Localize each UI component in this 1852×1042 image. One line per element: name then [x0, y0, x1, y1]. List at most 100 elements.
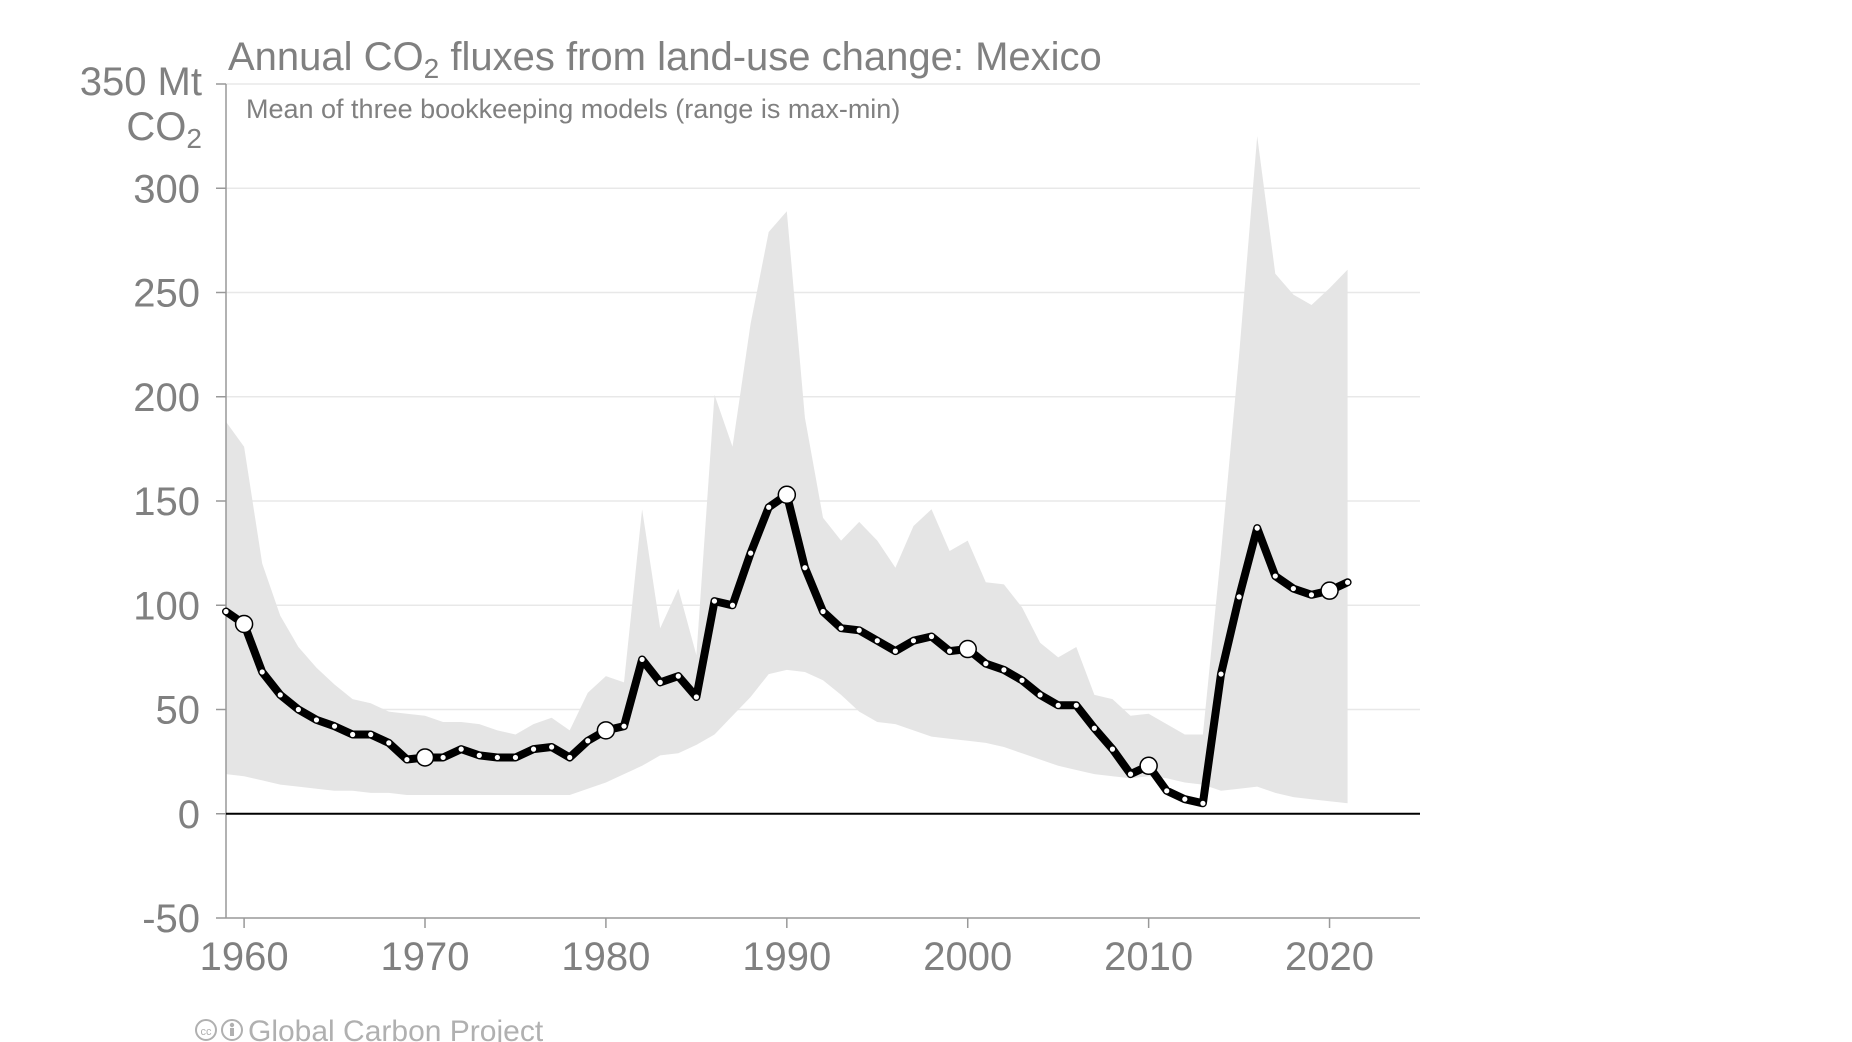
- data-point: [675, 673, 681, 679]
- data-point: [277, 692, 283, 698]
- data-point: [1308, 592, 1315, 598]
- data-point: [657, 679, 663, 685]
- credit-text: Global Carbon Project: [248, 1015, 544, 1042]
- y-unit-line1: 350 Mt: [80, 60, 202, 104]
- credit: cc Global Carbon Project: [195, 1015, 544, 1042]
- y-tick-label: 300: [133, 167, 200, 211]
- title-main: Annual CO: [228, 35, 424, 79]
- data-point: [928, 633, 935, 640]
- highlight-point: [1139, 756, 1158, 776]
- data-point: [1218, 671, 1224, 677]
- x-tick-label: 1980: [561, 935, 650, 979]
- highlight-point: [415, 748, 435, 767]
- data-point: [1037, 692, 1043, 698]
- data-point: [1055, 702, 1061, 708]
- data-point: [910, 638, 917, 644]
- data-point: [1200, 800, 1206, 806]
- data-point: [458, 746, 464, 752]
- range-band-layer: [226, 136, 1348, 804]
- attribution-icon: [221, 1019, 243, 1041]
- y-tick-label: 0: [178, 793, 200, 837]
- data-point: [748, 550, 754, 556]
- gridlines: [226, 83, 1420, 711]
- data-point: [313, 717, 320, 723]
- title-subscript: 2: [424, 53, 440, 84]
- data-point: [802, 565, 808, 571]
- x-tick-label: 2010: [1104, 935, 1193, 979]
- highlight-point: [777, 485, 797, 504]
- data-point: [567, 754, 573, 761]
- highlight-point: [1320, 581, 1339, 600]
- y-unit-subscript: 2: [186, 123, 202, 154]
- mean-line-layer: [222, 485, 1352, 808]
- data-point: [549, 744, 555, 750]
- data-point: [892, 648, 898, 654]
- data-point: [729, 602, 736, 608]
- data-point: [440, 754, 446, 761]
- data-point: [512, 754, 519, 761]
- chart-title: Annual CO2 fluxes from land-use change: …: [228, 35, 1102, 84]
- svg-text:cc: cc: [201, 1026, 213, 1038]
- y-tick-label: 200: [133, 376, 200, 420]
- x-tick-label: 2000: [923, 935, 1012, 979]
- data-point: [331, 723, 338, 729]
- data-point: [1164, 788, 1170, 794]
- axes: [216, 83, 1420, 928]
- data-point: [693, 694, 699, 700]
- data-point: [494, 754, 500, 761]
- data-point: [1091, 725, 1097, 731]
- highlight-point: [596, 721, 616, 740]
- data-point: [1272, 573, 1278, 579]
- data-point: [1345, 579, 1351, 585]
- data-point: [983, 661, 989, 667]
- data-point: [1019, 677, 1025, 683]
- data-point: [621, 723, 627, 729]
- data-point: [350, 731, 356, 738]
- x-tick-labels: 1960 1970 1980 1990 2000 2010 2020: [200, 935, 1374, 979]
- data-point: [1073, 702, 1079, 708]
- x-tick-label: 2020: [1285, 935, 1374, 979]
- data-point: [1182, 796, 1188, 802]
- y-unit-line2: CO2: [126, 105, 202, 154]
- y-tick-label: 250: [133, 272, 200, 316]
- y-unit-main: CO: [126, 105, 186, 149]
- highlight-point: [958, 639, 977, 659]
- y-tick-label: -50: [142, 897, 200, 941]
- data-point: [585, 738, 591, 744]
- x-tick-label: 1990: [742, 935, 831, 979]
- chart-subtitle: Mean of three bookkeeping models (range …: [246, 94, 900, 124]
- data-point: [639, 656, 645, 663]
- data-point: [820, 608, 826, 615]
- data-point: [295, 706, 301, 713]
- y-tick-label: 100: [133, 584, 200, 628]
- data-point: [1127, 771, 1134, 777]
- data-point: [1109, 746, 1116, 752]
- y-tick-label: 50: [156, 689, 201, 733]
- data-point: [530, 746, 537, 752]
- data-point: [711, 598, 718, 604]
- data-point: [1236, 594, 1242, 600]
- range-band: [226, 136, 1348, 804]
- data-point: [1290, 585, 1296, 592]
- data-point: [947, 648, 953, 654]
- creative-commons-icon: cc: [195, 1019, 217, 1041]
- data-point: [1001, 667, 1007, 673]
- data-point: [856, 627, 862, 633]
- data-point: [223, 608, 229, 615]
- title-rest: fluxes from land-use change: Mexico: [439, 35, 1102, 79]
- data-point: [874, 638, 880, 644]
- x-tick-label: 1970: [381, 935, 470, 979]
- y-tick-label: 150: [133, 480, 200, 524]
- data-point: [476, 752, 482, 758]
- data-point: [838, 625, 844, 631]
- data-point: [1254, 525, 1260, 531]
- data-point: [404, 756, 410, 763]
- x-tick-label: 1960: [200, 935, 289, 979]
- data-point: [259, 669, 265, 675]
- y-tick-labels: -50 0 50 100 150 200 250 300: [133, 167, 200, 941]
- data-point: [766, 504, 772, 510]
- data-point: [368, 731, 374, 738]
- data-point: [386, 740, 392, 746]
- highlight-point: [234, 614, 254, 634]
